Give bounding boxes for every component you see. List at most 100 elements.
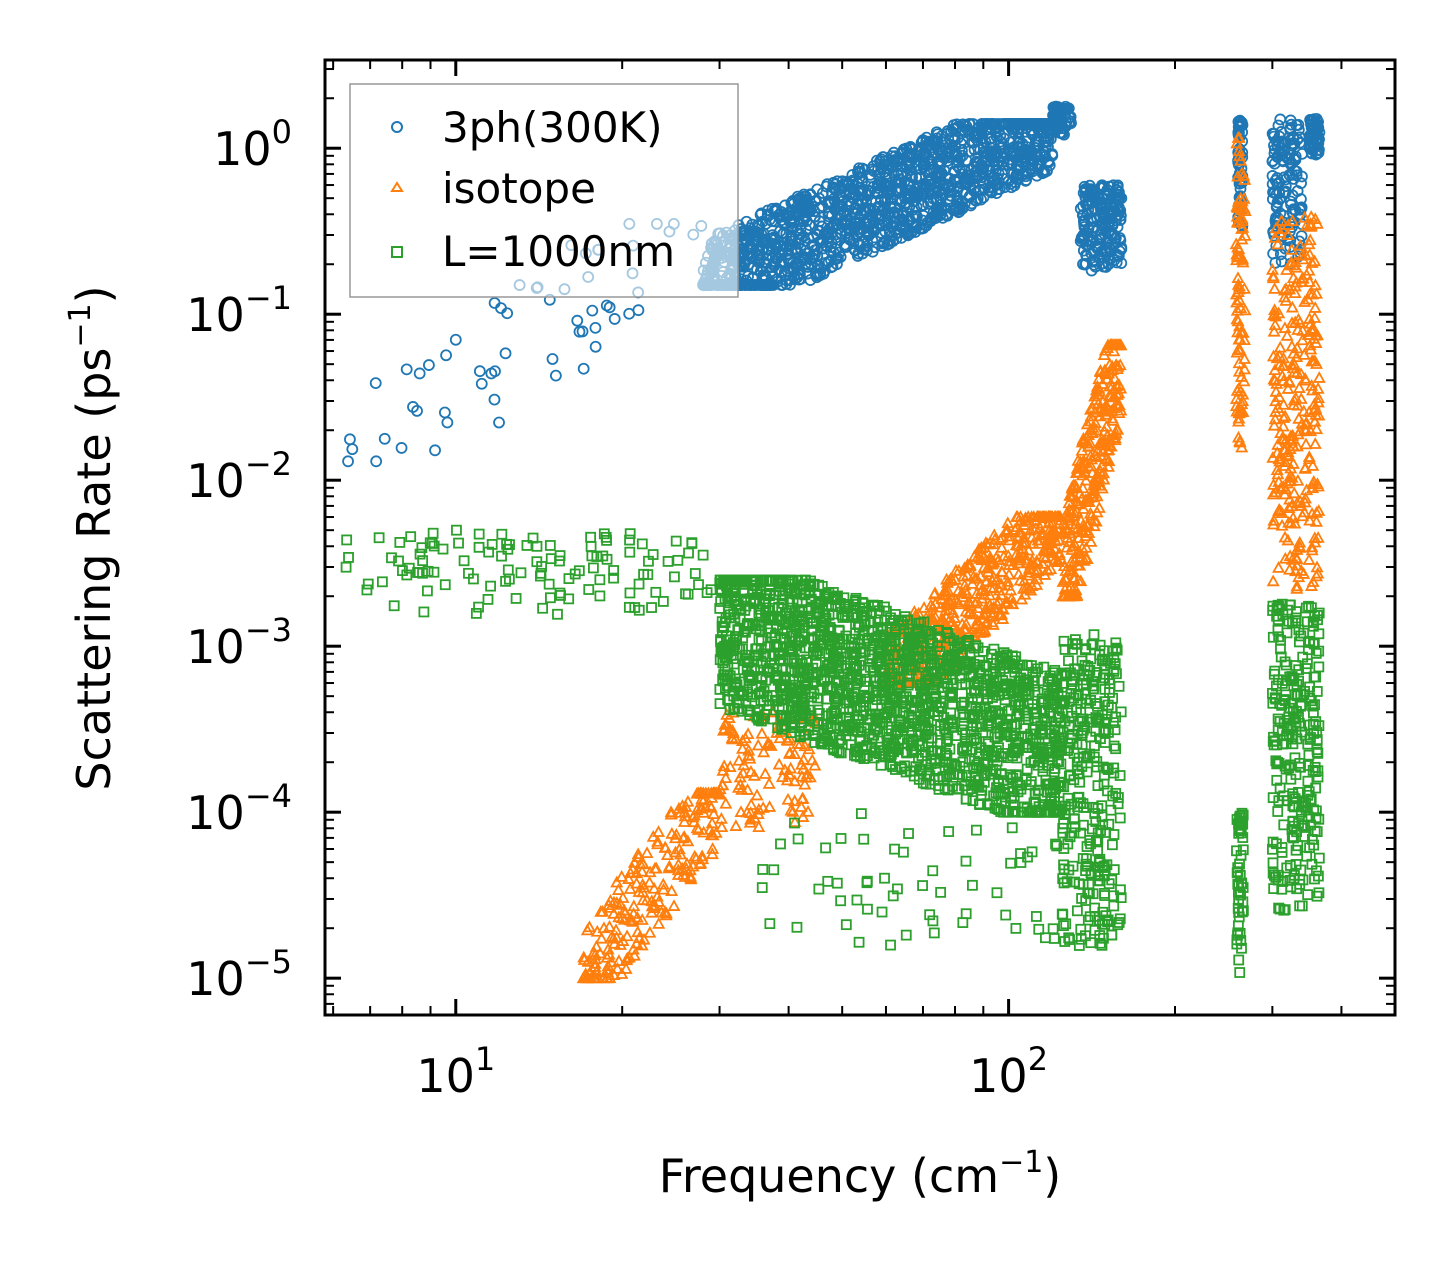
data-point bbox=[1114, 234, 1127, 247]
data-point bbox=[846, 718, 858, 730]
data-point bbox=[1289, 391, 1303, 404]
data-point bbox=[1311, 131, 1324, 144]
data-point bbox=[1084, 183, 1097, 196]
data-point bbox=[1110, 209, 1123, 222]
data-point bbox=[1268, 282, 1282, 294]
data-point bbox=[1022, 167, 1035, 179]
data-point bbox=[440, 349, 452, 362]
data-point bbox=[715, 778, 729, 791]
data-point bbox=[1298, 491, 1312, 504]
data-point bbox=[1275, 518, 1289, 531]
data-point bbox=[1114, 381, 1128, 394]
data-point bbox=[586, 304, 599, 317]
data-point bbox=[752, 802, 766, 815]
data-point bbox=[764, 739, 778, 751]
data-point bbox=[669, 828, 683, 840]
data-point bbox=[1304, 210, 1318, 222]
data-point bbox=[1278, 283, 1292, 296]
data-point bbox=[1111, 179, 1124, 192]
data-point bbox=[341, 534, 353, 546]
data-point bbox=[1285, 300, 1299, 313]
data-point bbox=[1018, 143, 1031, 156]
data-point bbox=[1092, 381, 1106, 394]
data-point bbox=[934, 146, 946, 159]
data-point bbox=[597, 550, 609, 562]
data-point bbox=[1074, 574, 1088, 587]
data-point bbox=[610, 875, 624, 888]
data-point bbox=[826, 209, 838, 222]
data-point bbox=[1046, 524, 1060, 537]
data-point bbox=[475, 377, 488, 390]
data-point bbox=[1302, 553, 1316, 565]
data-point bbox=[905, 227, 917, 239]
data-point bbox=[808, 758, 822, 771]
data-point bbox=[665, 884, 679, 896]
data-point bbox=[687, 815, 701, 828]
data-point bbox=[1284, 122, 1297, 134]
data-point bbox=[1235, 166, 1249, 179]
data-point bbox=[580, 923, 594, 936]
data-point bbox=[1279, 294, 1293, 306]
data-point bbox=[696, 852, 710, 865]
data-point bbox=[428, 540, 440, 552]
data-point bbox=[1056, 575, 1070, 587]
data-point bbox=[755, 726, 769, 739]
data-point bbox=[723, 721, 737, 734]
data-point bbox=[1077, 461, 1091, 474]
data-point bbox=[695, 792, 709, 805]
data-point bbox=[1070, 461, 1084, 474]
data-point bbox=[1031, 510, 1045, 522]
data-point bbox=[1271, 401, 1285, 414]
data-point bbox=[643, 925, 657, 938]
data-point bbox=[1020, 553, 1034, 566]
data-point bbox=[418, 606, 430, 618]
data-point bbox=[1041, 563, 1055, 576]
data-point bbox=[1104, 439, 1118, 452]
data-point bbox=[788, 815, 802, 828]
data-point bbox=[1046, 149, 1059, 162]
data-point bbox=[693, 579, 704, 591]
data-point bbox=[1110, 256, 1123, 269]
data-point bbox=[1107, 401, 1121, 414]
data-point bbox=[1087, 513, 1102, 526]
data-point bbox=[1278, 487, 1292, 500]
data-point bbox=[765, 705, 780, 718]
data-point bbox=[1312, 504, 1326, 516]
data-point bbox=[1099, 419, 1113, 432]
data-point bbox=[499, 347, 512, 360]
data-point bbox=[1002, 554, 1016, 567]
data-point bbox=[1306, 459, 1320, 471]
data-point bbox=[1107, 344, 1121, 357]
data-point bbox=[1281, 228, 1295, 240]
data-point bbox=[1238, 362, 1252, 375]
data-point bbox=[989, 550, 1003, 563]
data-point bbox=[594, 590, 606, 602]
data-point bbox=[769, 694, 781, 706]
data-point bbox=[1305, 543, 1319, 556]
data-point bbox=[761, 242, 774, 255]
data-point bbox=[1231, 314, 1245, 327]
data-point bbox=[1232, 356, 1246, 369]
data-point bbox=[1232, 144, 1246, 157]
data-point bbox=[1306, 383, 1320, 396]
data-point bbox=[740, 697, 752, 709]
data-point bbox=[369, 377, 382, 389]
data-point bbox=[798, 777, 812, 790]
data-point bbox=[1077, 456, 1091, 469]
data-point bbox=[697, 793, 711, 806]
data-point bbox=[891, 176, 904, 189]
data-point bbox=[992, 594, 1006, 607]
data-point bbox=[920, 131, 933, 144]
data-point bbox=[932, 203, 945, 216]
data-point bbox=[600, 962, 614, 975]
data-point bbox=[1298, 295, 1312, 307]
data-point bbox=[840, 175, 852, 188]
data-point bbox=[959, 119, 972, 131]
data-point bbox=[924, 598, 938, 611]
data-point bbox=[1294, 499, 1308, 511]
data-point bbox=[1077, 554, 1091, 566]
data-point bbox=[1290, 119, 1303, 132]
data-point bbox=[1012, 549, 1026, 562]
data-point bbox=[617, 903, 631, 916]
data-point bbox=[889, 150, 902, 163]
